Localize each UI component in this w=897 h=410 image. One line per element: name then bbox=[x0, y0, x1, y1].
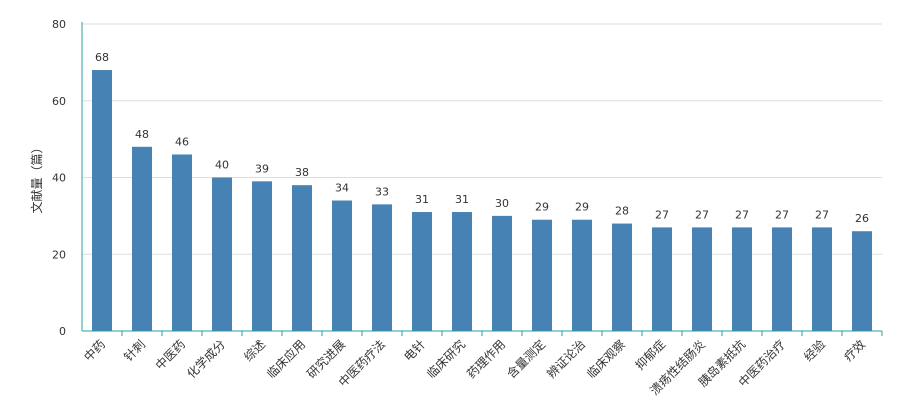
x-tick-label: 中医药 bbox=[152, 337, 188, 373]
data-label: 34 bbox=[335, 182, 349, 195]
x-tick-label: 临床研究 bbox=[424, 337, 469, 382]
x-tick-label: 疗效 bbox=[841, 337, 869, 365]
bar bbox=[252, 181, 272, 331]
x-tick-label: 抑郁症 bbox=[632, 337, 668, 373]
data-label: 27 bbox=[815, 208, 829, 221]
bar bbox=[172, 154, 192, 331]
y-tick-label: 0 bbox=[59, 325, 66, 338]
y-tick-label: 20 bbox=[52, 248, 66, 261]
bar bbox=[532, 219, 552, 331]
bar bbox=[492, 215, 512, 331]
data-label: 27 bbox=[775, 208, 789, 221]
y-tick-label: 60 bbox=[52, 95, 66, 108]
bar bbox=[212, 177, 232, 331]
bar bbox=[852, 231, 872, 331]
x-tick-label: 综述 bbox=[241, 337, 268, 364]
bar bbox=[772, 227, 792, 331]
data-label: 26 bbox=[855, 212, 869, 225]
data-label: 31 bbox=[415, 193, 429, 206]
bar bbox=[692, 227, 712, 331]
data-label: 29 bbox=[535, 201, 549, 214]
gridlines bbox=[82, 23, 882, 255]
bar bbox=[612, 223, 632, 331]
data-label: 31 bbox=[455, 193, 469, 206]
data-labels: 68中药48针刺46中医药40化学成分39综述38临床应用34研究进展33中医药… bbox=[81, 51, 869, 398]
data-label: 29 bbox=[575, 201, 589, 214]
bars bbox=[92, 70, 872, 332]
bar bbox=[812, 227, 832, 331]
x-tick-label: 电针 bbox=[401, 337, 429, 365]
data-label: 27 bbox=[655, 208, 669, 221]
x-tick-label: 经验 bbox=[801, 337, 829, 365]
data-label: 40 bbox=[215, 159, 229, 172]
data-label: 46 bbox=[175, 135, 189, 148]
bar bbox=[372, 204, 392, 331]
y-axis-label: 文献量（篇） bbox=[29, 141, 44, 213]
bar bbox=[572, 219, 592, 331]
bar bbox=[652, 227, 672, 331]
data-label: 33 bbox=[375, 185, 389, 198]
x-tick-label: 药理作用 bbox=[464, 337, 508, 381]
y-tick-label: 80 bbox=[52, 18, 66, 31]
x-tick-label: 针刺 bbox=[121, 337, 149, 365]
data-label: 68 bbox=[95, 51, 109, 64]
x-tick-label: 化学成分 bbox=[184, 337, 229, 382]
data-label: 28 bbox=[615, 205, 629, 218]
axes: 0 20 40 60 80 bbox=[52, 18, 883, 338]
bar bbox=[132, 146, 152, 331]
data-label: 48 bbox=[135, 128, 149, 141]
bar bbox=[732, 227, 752, 331]
bar bbox=[452, 212, 472, 331]
y-tick-label: 40 bbox=[52, 172, 66, 185]
data-label: 27 bbox=[695, 208, 709, 221]
x-tick-label: 含量测定 bbox=[504, 337, 549, 382]
bar bbox=[412, 212, 432, 331]
x-tick-label: 临床应用 bbox=[264, 337, 309, 382]
x-tick-label: 临床观察 bbox=[584, 337, 628, 381]
data-label: 39 bbox=[255, 162, 269, 175]
bar bbox=[292, 185, 312, 331]
x-tick-label: 中药 bbox=[81, 337, 109, 365]
bar bbox=[332, 200, 352, 331]
data-label: 38 bbox=[295, 166, 309, 179]
x-tick-label: 辨证论治 bbox=[544, 337, 588, 381]
data-label: 27 bbox=[735, 208, 749, 221]
data-label: 30 bbox=[495, 197, 509, 210]
bar bbox=[92, 70, 112, 332]
